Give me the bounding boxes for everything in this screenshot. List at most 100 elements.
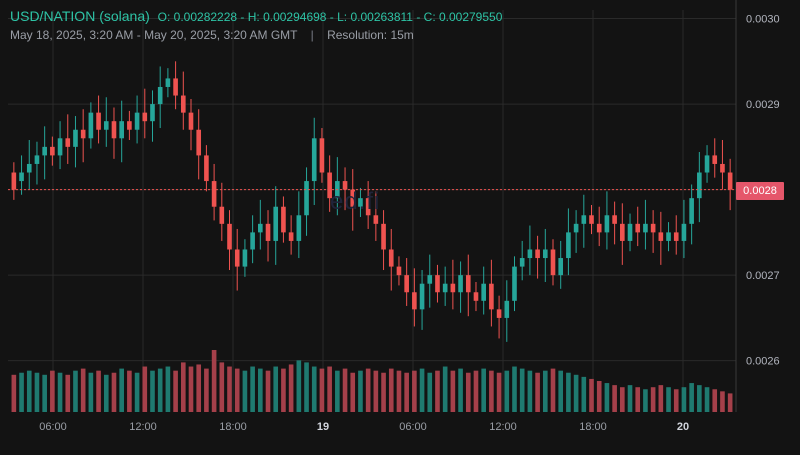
volume-bar <box>612 385 617 412</box>
candle-body <box>412 292 417 310</box>
volume-bar <box>319 368 325 412</box>
volume-bar <box>180 362 186 412</box>
candle-body <box>704 155 710 173</box>
volume-bar <box>573 374 579 412</box>
volume-bar <box>219 362 225 412</box>
volume-bar <box>404 372 409 412</box>
volume-bar <box>566 372 571 412</box>
volume-bar <box>281 368 286 412</box>
volume-bar <box>658 385 664 412</box>
candle-body <box>573 223 579 233</box>
volume-bar <box>419 368 425 412</box>
volume-bar <box>712 389 718 412</box>
volume-bar <box>96 370 101 412</box>
volume-bar <box>697 385 702 412</box>
candle-body <box>180 95 186 113</box>
volume-bar <box>242 370 248 412</box>
volume-bar <box>519 368 525 412</box>
candle-body <box>481 283 486 301</box>
volume-bar <box>42 374 47 412</box>
candle-body <box>589 215 594 224</box>
volume-bar <box>489 370 494 412</box>
candle-body <box>650 223 656 233</box>
volume-bar <box>527 370 533 412</box>
x-tick-label: 06:00 <box>399 421 427 433</box>
volume-bar <box>119 368 124 412</box>
candle-body <box>50 146 55 156</box>
candle-body <box>542 249 548 259</box>
volume-bar <box>650 387 656 412</box>
volume-bar <box>103 374 109 412</box>
candle-body <box>527 249 533 259</box>
last-price-badge: 0.0028 <box>736 182 784 200</box>
volume-bar <box>465 372 471 412</box>
candle-body <box>142 112 148 122</box>
volume-bar <box>550 368 556 412</box>
candle-body <box>435 275 440 293</box>
candle-body <box>465 275 471 293</box>
chart-header: USD/NATION (solana) O: 0.00282228 - H: 0… <box>10 8 740 42</box>
volume-bar <box>234 368 240 412</box>
candle-body <box>673 232 679 241</box>
candle-body <box>288 232 294 241</box>
candle-body <box>281 206 286 233</box>
candle-body <box>427 275 433 284</box>
candle-body <box>242 249 248 267</box>
candle-body <box>581 215 587 224</box>
candle-body <box>265 223 271 241</box>
candle-body <box>34 155 40 164</box>
candle-body <box>442 283 448 293</box>
volume-bar <box>635 387 641 412</box>
separator: | <box>310 28 314 42</box>
y-tick-label: 0.0029 <box>746 99 780 111</box>
volume-bar <box>558 370 564 412</box>
candle-body <box>134 112 140 130</box>
volume-bar <box>327 366 332 412</box>
candle-body <box>196 129 202 156</box>
candle-body <box>458 275 463 293</box>
volume-bar <box>435 370 440 412</box>
x-tick-label: 12:00 <box>129 421 157 433</box>
ohlc-values: O: 0.00282228 - H: 0.00294698 - L: 0.002… <box>157 10 503 24</box>
volume-bar <box>358 370 363 412</box>
candle-body <box>697 172 702 199</box>
candle-body <box>535 249 540 259</box>
candle-body <box>88 112 94 139</box>
candle-body <box>19 172 24 182</box>
volume-bar <box>88 372 94 412</box>
volume-bar <box>227 366 232 412</box>
candle-body <box>211 181 217 207</box>
volume-bar <box>288 364 294 412</box>
candle-body <box>712 155 718 164</box>
candle-body <box>596 223 602 233</box>
candle-body <box>450 283 456 293</box>
candle-body <box>165 78 171 87</box>
volume-bar <box>581 376 587 412</box>
volume-bar <box>342 368 348 412</box>
candle-body <box>219 206 225 224</box>
candle-body <box>612 215 617 224</box>
volume-bar <box>542 370 548 412</box>
candle-body <box>358 198 363 207</box>
volume-bar <box>258 368 263 412</box>
candle-body <box>381 223 386 250</box>
candle-body <box>26 163 32 173</box>
x-tick-label: 06:00 <box>39 421 67 433</box>
candle-body <box>635 223 641 233</box>
volume-bar <box>204 368 209 412</box>
x-tick-label: 12:00 <box>489 421 517 433</box>
candle-body <box>157 86 163 105</box>
candle-body <box>396 266 402 276</box>
candle-body <box>550 249 556 276</box>
volume-bar <box>481 368 486 412</box>
candle-body <box>365 198 371 216</box>
volume-bar <box>34 372 40 412</box>
volume-bar <box>296 360 302 412</box>
volume-bar <box>19 372 24 412</box>
volume-bar <box>196 364 202 412</box>
volume-bar <box>211 350 217 412</box>
candle-body <box>658 232 664 241</box>
volume-bar <box>535 372 540 412</box>
candle-body <box>558 258 564 276</box>
